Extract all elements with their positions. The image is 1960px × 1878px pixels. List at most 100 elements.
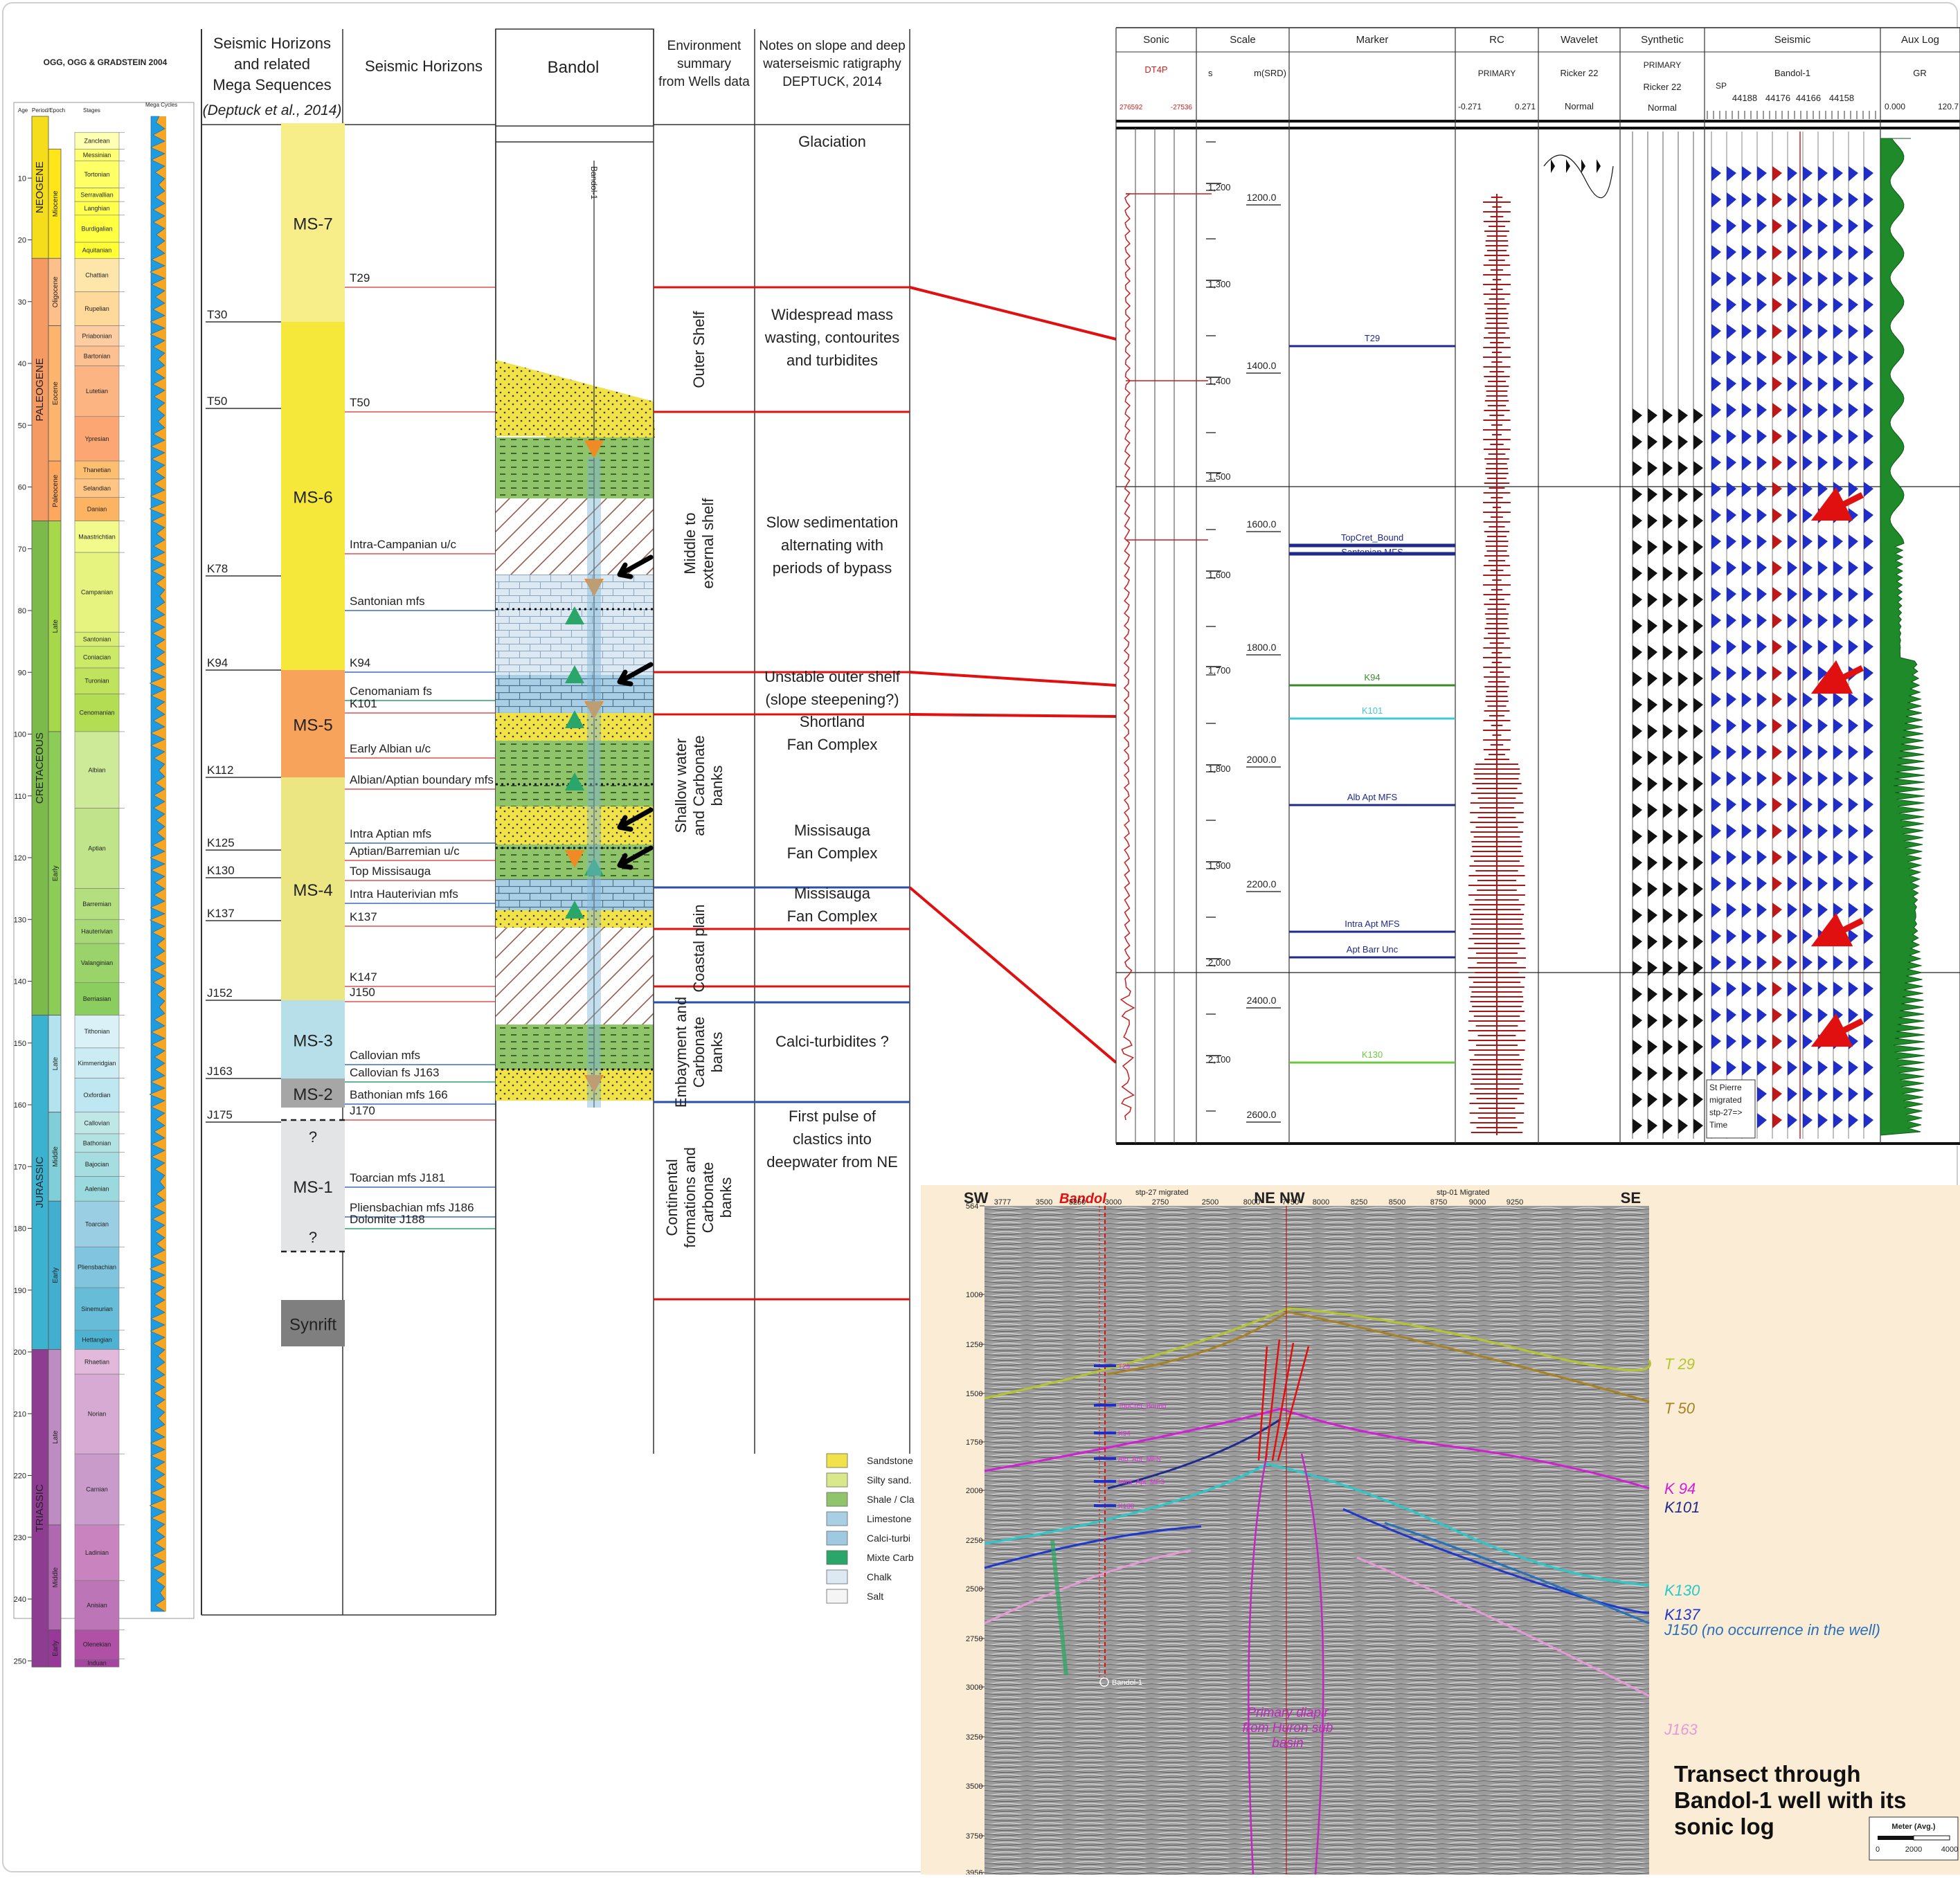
horizon-label: Callovian mfs [350, 1049, 420, 1062]
seismic-peak [1727, 429, 1736, 444]
seismic-peak [1711, 271, 1721, 287]
synthetic-peak [1633, 540, 1642, 555]
sequence-name: MS-2 [293, 1085, 332, 1104]
seismic-peak [1803, 245, 1813, 260]
seismic-peak [1833, 429, 1843, 444]
log-marker-label: Intra Apt MFS [1345, 919, 1400, 929]
log-header-sonic: Sonic [1143, 34, 1169, 46]
seismic-peak [1803, 403, 1813, 418]
seismic-peak [1849, 982, 1858, 997]
fault-line [1271, 1342, 1295, 1461]
seismic-peak [1849, 561, 1858, 576]
stage-selandian: Selandian [74, 478, 125, 498]
seismic-peak [1833, 350, 1843, 365]
stage-aptian: Aptian [74, 808, 125, 889]
seismic-peak [1788, 955, 1797, 970]
well-marker-label: Intra_Apt_MFS [1118, 1479, 1165, 1486]
seismic-peak [1833, 1113, 1843, 1128]
seismic-peak [1772, 1034, 1782, 1049]
synthetic-peak [1663, 514, 1673, 529]
stage-box [74, 1047, 120, 1078]
seismic-peak [1788, 640, 1797, 655]
seismic-peak [1757, 508, 1767, 523]
seismic-peak [1818, 534, 1828, 550]
synthetic-peak [1678, 1040, 1688, 1055]
seismic-peak [1788, 219, 1797, 234]
note-line: Missisauga [794, 885, 871, 902]
sequence-name: MS-7 [293, 215, 332, 234]
seismic-peak [1727, 508, 1736, 523]
note-4: Shortland Fan Complex [787, 713, 878, 753]
stage-callovian: Callovian [74, 1112, 125, 1135]
litho-hiatus-lower [496, 928, 654, 1024]
seismic-peak [1757, 640, 1767, 655]
cycle-curve [149, 116, 166, 1612]
sonic-max: -27536 [1171, 104, 1193, 111]
sequence-box [281, 777, 345, 1000]
synthetic-peak [1663, 566, 1673, 581]
stage-name: Cenomanian [79, 710, 114, 716]
seismic-peak [1803, 429, 1813, 444]
seismic-peak [1711, 1034, 1721, 1049]
seismic-peak [1833, 587, 1843, 602]
seismic-peak [1818, 324, 1828, 339]
horizon-label: Cenomaniam fs [350, 685, 432, 698]
epoch-late: Late [48, 1015, 62, 1113]
synthetic-peak [1633, 987, 1642, 1002]
epoch-late: Late [48, 1349, 62, 1526]
environment-2: Shallow water and Carbonate banksShallow… [672, 735, 726, 836]
legend-swatch [826, 1550, 848, 1565]
synthetic-peak [1663, 619, 1673, 634]
seismic-peak [1757, 561, 1767, 576]
period-box [31, 258, 49, 521]
well-marker-label: T29 [1118, 1363, 1131, 1371]
seismic-peak [1727, 955, 1736, 970]
stage-box [74, 416, 120, 462]
seismic-peak [1818, 876, 1828, 892]
red-arrow [1810, 487, 1864, 521]
section-horizon [1107, 1418, 1282, 1490]
seismic-peak [1864, 850, 1873, 865]
legend-label: Limestone [867, 1513, 912, 1524]
legend-swatch [826, 1472, 848, 1488]
epoch-middle: Middle [48, 1112, 62, 1202]
epoch-name: Early [52, 1641, 60, 1656]
time-label: 1,700 [1208, 665, 1231, 676]
seismic-peak [1788, 1087, 1797, 1102]
synthetic-peak [1663, 1040, 1673, 1055]
seismic-peak [1757, 455, 1767, 471]
horizon-label: Callovian fs J163 [350, 1066, 439, 1079]
seismic-peak [1818, 850, 1828, 865]
stage-oxfordian: Oxfordian [74, 1078, 125, 1113]
seismic-peak [1757, 324, 1767, 339]
stage-name: Hauterivian [81, 928, 113, 935]
seismic-peak [1742, 1008, 1752, 1023]
stage-name: Aptian [88, 845, 106, 852]
seismic-peak [1864, 613, 1873, 629]
synthetic-peak [1693, 408, 1703, 424]
well-marker-label: K94 [1118, 1430, 1131, 1438]
seismic-peak [1849, 745, 1858, 760]
stage-name: Albian [88, 766, 105, 773]
epoch-name: Middle [52, 1567, 60, 1588]
epoch-eocene: Eocene [48, 325, 62, 462]
environment-3: Coastal plainCoastal plain [690, 904, 708, 992]
seismic-peak [1711, 350, 1721, 365]
diapir-label: from Huron sub [1243, 1721, 1333, 1735]
seismic-peak [1711, 534, 1721, 550]
seismic-peak [1818, 245, 1828, 260]
seismic-peak [1742, 876, 1752, 892]
connector-k130 [908, 886, 1117, 1064]
synthetic-peak [1633, 1092, 1642, 1108]
horizon-label: Santonian mfs [350, 595, 425, 608]
synthetic-peak [1693, 514, 1703, 529]
legend-label: Salt [867, 1591, 883, 1602]
seismic-peak [1849, 219, 1858, 234]
scalebar-tick: 4000 [1941, 1845, 1958, 1854]
stage-ypresian: Ypresian [74, 416, 125, 462]
synthetic-peak [1678, 1119, 1688, 1134]
scale-depth-unit: m(SRD) [1254, 68, 1286, 78]
stage-box [74, 291, 120, 326]
stage-name: Bajocian [85, 1161, 109, 1168]
section-horizon-label: K130 [1664, 1582, 1700, 1599]
